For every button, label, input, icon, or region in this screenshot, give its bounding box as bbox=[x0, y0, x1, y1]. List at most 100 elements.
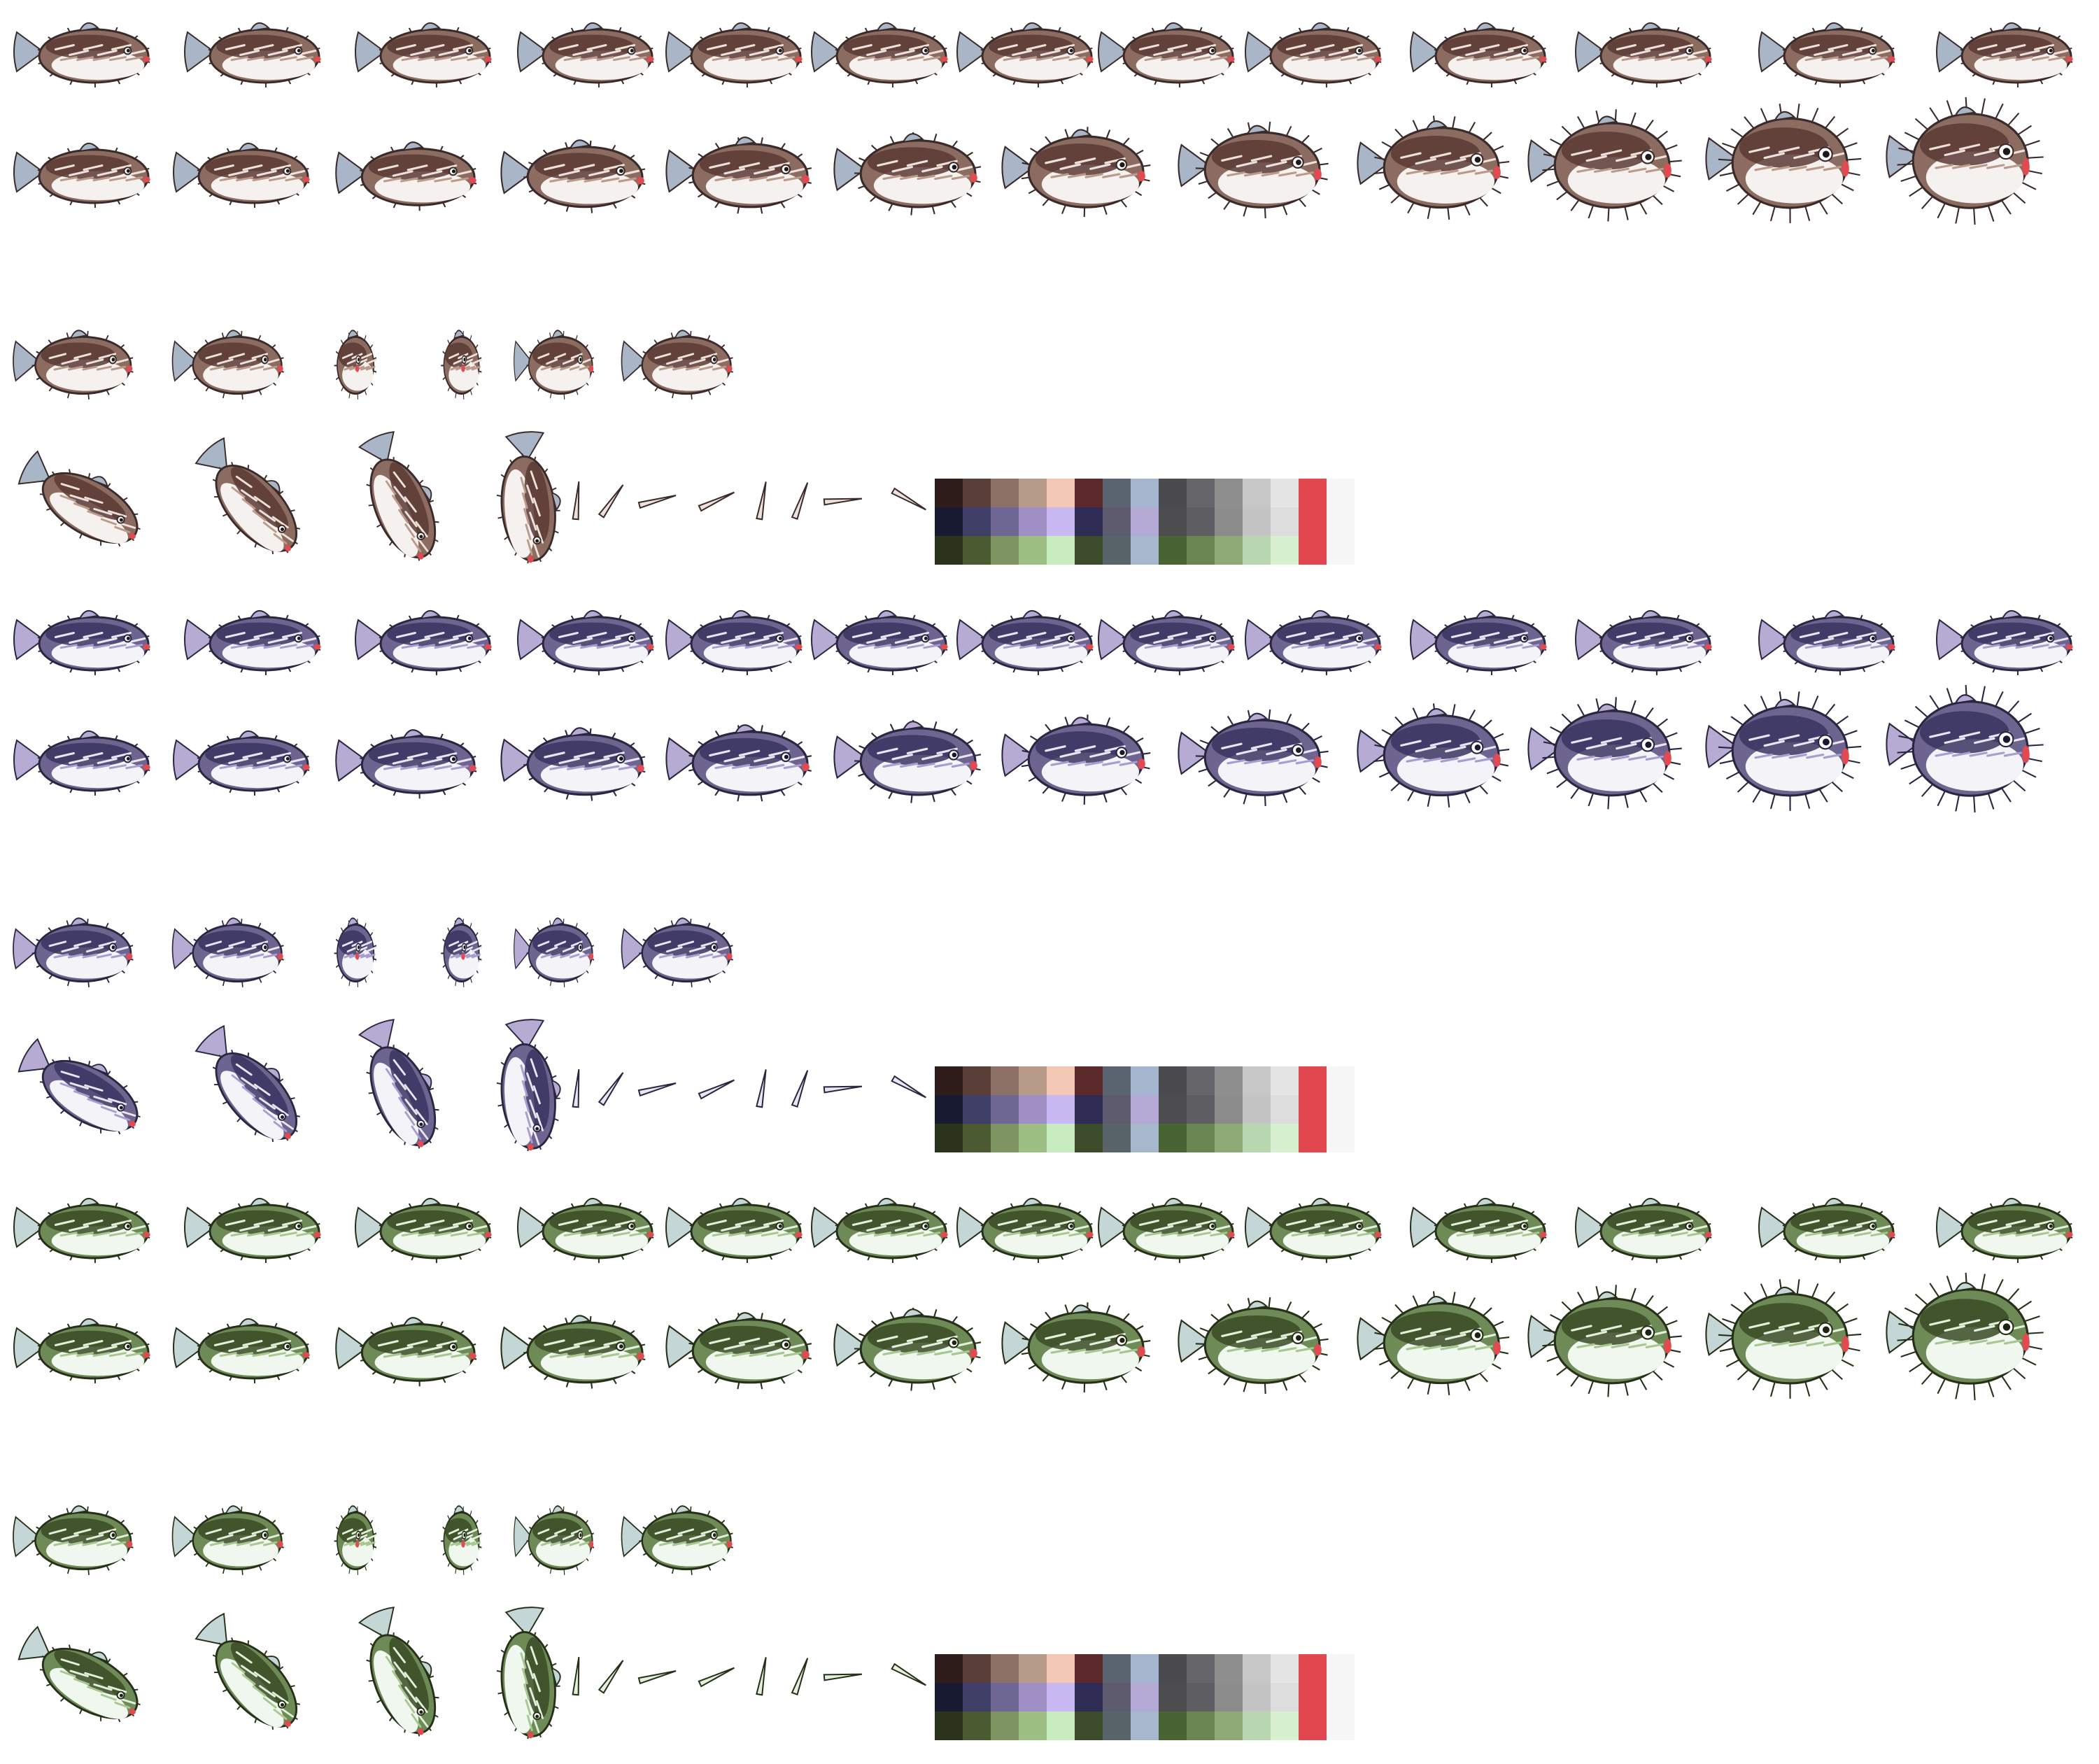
green-inflate-frame bbox=[500, 1315, 646, 1389]
brown-inflate-frame bbox=[13, 143, 150, 208]
brown-turn-frame bbox=[13, 330, 134, 400]
palette-swatch bbox=[1299, 1124, 1327, 1152]
palette-swatch bbox=[1131, 1712, 1159, 1740]
brown-inflate-frame bbox=[665, 136, 812, 214]
palette-swatch bbox=[1103, 507, 1131, 536]
palette-swatch bbox=[1243, 1124, 1271, 1152]
palette-swatch bbox=[1271, 1683, 1299, 1712]
palette-swatch bbox=[1103, 536, 1131, 565]
purple-dive-frame bbox=[195, 1024, 301, 1142]
palette-swatch bbox=[935, 479, 963, 507]
palette-swatch bbox=[1243, 1095, 1271, 1124]
brown-swim-frame bbox=[811, 22, 948, 87]
green-inflate-frame bbox=[1001, 1302, 1151, 1393]
palette-swatch bbox=[1159, 507, 1187, 536]
purple-swim-frame bbox=[811, 610, 948, 675]
palette-swatch bbox=[1299, 1683, 1327, 1712]
green-inflate-frame bbox=[833, 1307, 982, 1391]
purple-swim-frame bbox=[665, 610, 803, 675]
green-turn-frame bbox=[441, 1505, 482, 1575]
purple-inflate-frame bbox=[665, 724, 812, 802]
palette-swatch bbox=[1019, 1066, 1047, 1095]
palette-swatch bbox=[991, 1095, 1019, 1124]
brown-swim-frame bbox=[517, 22, 654, 87]
purple-inflate-frame bbox=[173, 731, 310, 796]
palette-swatch bbox=[1299, 479, 1327, 507]
palette-swatch bbox=[935, 1066, 963, 1095]
brown-inflate-frame bbox=[1001, 127, 1151, 218]
palette-swatch bbox=[1215, 1095, 1243, 1124]
brown-spine-sprite bbox=[572, 481, 580, 521]
palette-swatch bbox=[935, 1124, 963, 1152]
green-inflate-frame bbox=[665, 1312, 812, 1390]
brown-inflate-frame bbox=[1357, 115, 1510, 220]
palette-swatch bbox=[1103, 1066, 1131, 1095]
brown-swim-frame bbox=[1098, 22, 1235, 87]
palette-swatch bbox=[1299, 1095, 1327, 1124]
purple-spine-sprite bbox=[823, 1085, 863, 1094]
palette-swatch bbox=[1327, 1124, 1355, 1152]
brown-turn-frame bbox=[621, 330, 733, 400]
purple-inflate-frame bbox=[1527, 697, 1682, 810]
palette-swatch bbox=[1327, 1712, 1355, 1740]
green-turn-frame bbox=[514, 1505, 595, 1575]
green-dive-frame bbox=[17, 1625, 141, 1723]
brown-turn-frame bbox=[171, 330, 284, 400]
green-inflate-frame bbox=[173, 1318, 310, 1383]
palette-swatch bbox=[1047, 507, 1075, 536]
green-spine-sprite bbox=[698, 1667, 735, 1688]
palette-swatch bbox=[991, 1712, 1019, 1740]
brown-swim-frame bbox=[1245, 22, 1382, 87]
palette-swatch bbox=[1075, 1712, 1103, 1740]
purple-swim-frame bbox=[517, 610, 654, 675]
purple-swim-frame bbox=[1758, 610, 1895, 675]
palette-swatch bbox=[1131, 1654, 1159, 1683]
purple-turn-frame bbox=[13, 917, 134, 987]
palette-swatch bbox=[1019, 1712, 1047, 1740]
palette-swatch bbox=[1019, 536, 1047, 565]
palette-swatch bbox=[1187, 507, 1215, 536]
purple-turn-frame bbox=[171, 917, 284, 987]
green-swim-frame bbox=[1245, 1198, 1382, 1263]
green-spine-sprite bbox=[756, 1657, 767, 1696]
palette-swatch bbox=[1215, 1683, 1243, 1712]
purple-inflate-frame bbox=[1178, 709, 1329, 806]
brown-spine-sprite bbox=[698, 491, 735, 512]
palette-swatch bbox=[1159, 1683, 1187, 1712]
palette-swatch bbox=[1075, 1654, 1103, 1683]
brown-inflate-frame bbox=[1527, 109, 1682, 222]
palette-swatch bbox=[935, 1712, 963, 1740]
green-spine-sprite bbox=[891, 1663, 926, 1686]
palette-swatch bbox=[991, 479, 1019, 507]
brown-turn-frame bbox=[514, 330, 595, 400]
palette-swatch bbox=[1019, 1095, 1047, 1124]
brown-swim-frame bbox=[1758, 22, 1895, 87]
palette-swatch bbox=[1327, 1066, 1355, 1095]
palette-swatch bbox=[1215, 1654, 1243, 1683]
palette-swatch bbox=[963, 1654, 991, 1683]
palette-swatch bbox=[1103, 1095, 1131, 1124]
palette-swatch bbox=[1187, 1654, 1215, 1683]
brown-swim-frame bbox=[956, 22, 1094, 87]
palette-swatch bbox=[1047, 479, 1075, 507]
palette-swatch bbox=[1243, 1712, 1271, 1740]
purple-spine-sprite bbox=[791, 1070, 809, 1108]
purple-dive-frame bbox=[17, 1038, 141, 1135]
palette-swatch bbox=[1131, 479, 1159, 507]
palette-swatch bbox=[1271, 479, 1299, 507]
palette-swatch bbox=[1047, 1712, 1075, 1740]
palette-swatch bbox=[1019, 1654, 1047, 1683]
brown-spine-sprite bbox=[598, 484, 624, 518]
palette-swatch bbox=[991, 1683, 1019, 1712]
brown-dive-frame bbox=[496, 431, 561, 564]
palette-swatch bbox=[1075, 507, 1103, 536]
green-spine-sprite bbox=[791, 1658, 809, 1696]
palette-swatch bbox=[1159, 1712, 1187, 1740]
purple-dive-frame bbox=[358, 1019, 439, 1149]
palette-swatch bbox=[991, 1066, 1019, 1095]
palette-swatch bbox=[1187, 1712, 1215, 1740]
palette-swatch bbox=[1075, 1683, 1103, 1712]
purple-dive-frame bbox=[496, 1019, 561, 1152]
palette-swatch bbox=[1271, 1654, 1299, 1683]
purple-spine-sprite bbox=[891, 1075, 926, 1099]
